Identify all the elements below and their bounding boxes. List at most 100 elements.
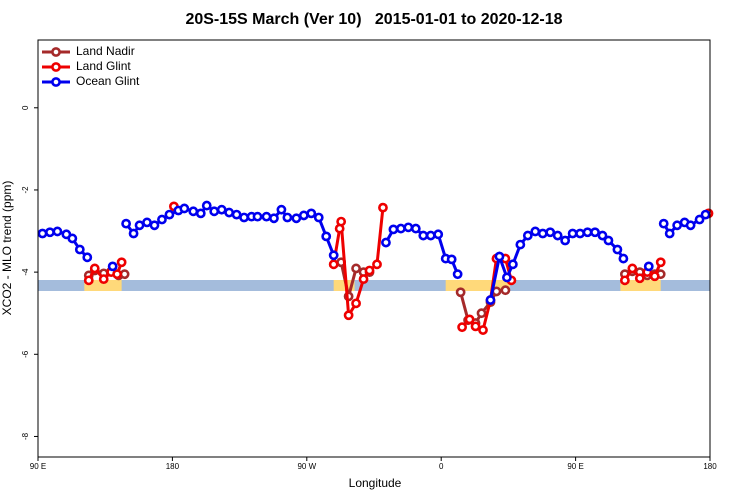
data-point	[52, 226, 63, 237]
legend-marker	[51, 47, 61, 57]
data-point	[381, 237, 391, 248]
data-point	[658, 218, 669, 229]
data-point	[157, 214, 167, 225]
data-point	[672, 220, 683, 231]
data-point	[537, 228, 548, 239]
legend-marker	[51, 77, 61, 87]
data-point	[291, 213, 302, 224]
data-point	[494, 251, 505, 262]
data-point	[351, 263, 361, 274]
y-tick-label: -6	[21, 350, 30, 358]
data-point	[560, 235, 571, 246]
x-tick-label: 90 W	[297, 462, 316, 471]
data-point	[343, 310, 354, 321]
y-tick-label: 0	[21, 105, 30, 110]
data-point	[433, 229, 444, 240]
data-point	[395, 223, 406, 234]
data-point	[597, 230, 608, 241]
x-tick-label: 90 E	[30, 462, 46, 471]
data-point	[485, 295, 496, 305]
data-point	[410, 223, 421, 234]
legend-label: Land Glint	[76, 59, 131, 73]
data-point	[239, 212, 249, 223]
data-point	[107, 261, 118, 272]
x-tick-label: 180	[166, 462, 180, 471]
x-axis-label: Longitude	[349, 476, 402, 490]
data-point	[216, 204, 227, 215]
data-point	[276, 204, 287, 215]
data-point	[700, 209, 711, 220]
data-point	[149, 220, 160, 231]
data-point	[252, 211, 263, 222]
x-tick-label: 180	[703, 462, 717, 471]
data-point	[128, 228, 139, 239]
data-point	[655, 257, 666, 268]
data-point	[261, 211, 272, 222]
data-point	[201, 200, 212, 211]
data-point	[89, 263, 100, 274]
data-point	[67, 233, 78, 244]
data-point	[619, 275, 630, 286]
legend-marker	[51, 62, 61, 72]
data-point	[179, 203, 190, 214]
data-point	[74, 244, 85, 255]
data-point	[618, 253, 629, 264]
plot-frame	[37, 39, 711, 458]
data-point	[328, 250, 339, 261]
data-point	[418, 230, 429, 241]
x-tick-label: 90 E	[567, 462, 583, 471]
data-point	[164, 209, 175, 220]
data-point	[457, 322, 468, 333]
land-band	[84, 280, 122, 291]
data-point	[664, 228, 675, 239]
data-point	[351, 298, 361, 309]
data-point	[545, 227, 556, 238]
chart-title: 20S-15S March (Ver 10) 2015-01-01 to 202…	[185, 11, 562, 28]
ocean-band	[38, 280, 710, 291]
data-point	[403, 222, 414, 233]
y-tick-label: -8	[21, 432, 30, 440]
data-point	[328, 259, 339, 270]
land-band	[620, 280, 661, 291]
data-point	[231, 209, 242, 220]
data-point	[321, 231, 332, 242]
data-point	[500, 285, 511, 296]
data-point	[313, 212, 324, 223]
data-point	[388, 224, 399, 235]
data-point	[188, 206, 199, 217]
data-point	[685, 220, 696, 231]
data-point	[336, 216, 347, 227]
plot-area	[37, 200, 712, 334]
data-point	[603, 235, 614, 246]
data-point	[634, 273, 645, 284]
data-point	[269, 213, 279, 224]
legend-label: Ocean Glint	[76, 74, 140, 88]
data-point	[502, 272, 512, 283]
data-point	[470, 321, 481, 332]
data-point	[515, 239, 526, 250]
data-point	[195, 208, 206, 219]
data-point	[209, 206, 220, 217]
y-tick-label: -4	[21, 268, 30, 276]
data-point	[98, 274, 109, 285]
data-point	[612, 244, 623, 255]
y-tick-label: -2	[21, 186, 30, 194]
data-point	[112, 269, 123, 280]
data-point	[643, 261, 654, 272]
data-point	[134, 220, 145, 231]
data-point	[364, 265, 375, 276]
data-point	[119, 269, 130, 280]
data-point	[282, 212, 293, 223]
data-point	[425, 230, 436, 241]
data-point	[378, 202, 388, 213]
x-tick-label: 0	[439, 462, 444, 471]
data-point	[37, 228, 48, 239]
data-point	[567, 228, 578, 239]
data-point	[358, 274, 369, 285]
data-point	[575, 228, 585, 239]
data-point	[45, 227, 55, 238]
data-point	[590, 227, 600, 238]
data-point	[582, 227, 593, 238]
series-line	[87, 261, 661, 325]
